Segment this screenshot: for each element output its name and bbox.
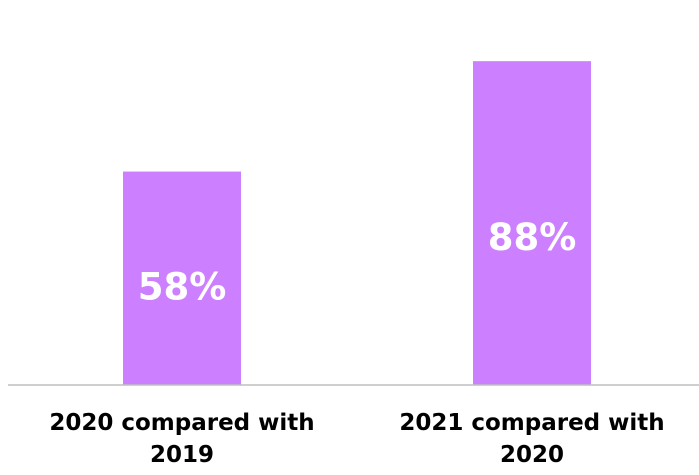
category-label-1-line-2: 2019 <box>150 442 214 468</box>
category-label-2-line-2: 2020 <box>500 442 564 468</box>
category-label-1-line-1: 2020 compared with <box>49 410 314 436</box>
category-label-2: 2021 compared with 2020 <box>399 410 664 468</box>
data-label-1: 58% <box>138 265 227 308</box>
data-labels-group: 58% 88% <box>138 216 577 309</box>
bars-group <box>123 61 591 385</box>
category-labels-group: 2020 compared with 2019 2021 compared with… <box>49 410 664 468</box>
category-label-1: 2020 compared with 2019 <box>49 410 314 468</box>
bar-2 <box>473 61 591 385</box>
category-label-2-line-1: 2021 compared with <box>399 410 664 436</box>
bar-1 <box>123 171 241 385</box>
data-label-2: 88% <box>488 216 577 259</box>
